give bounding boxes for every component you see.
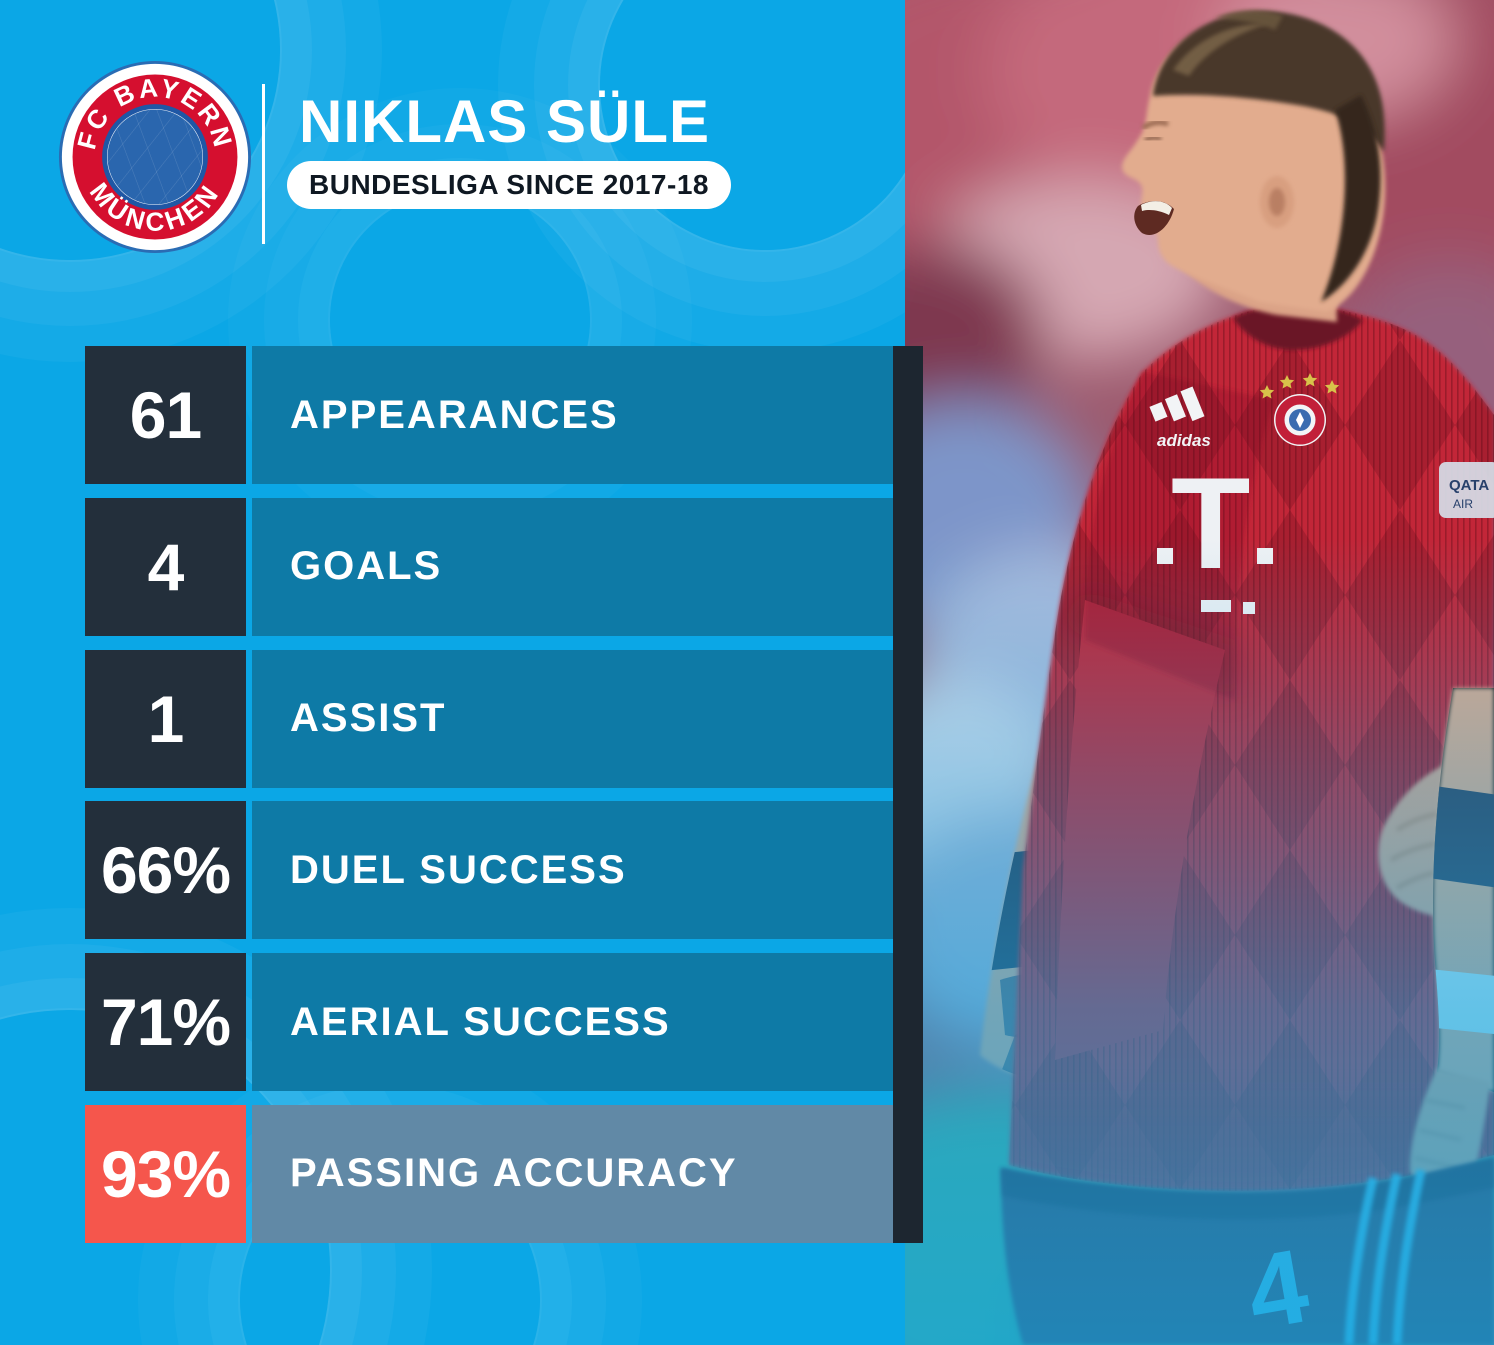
- stat-row-goals: 4 GOALS: [85, 497, 893, 636]
- stat-row-duel-success: 66% DUEL SUCCESS: [85, 801, 893, 940]
- stat-value: 1: [85, 649, 246, 788]
- stat-value: 71%: [85, 953, 246, 1092]
- stat-label-bar: ASSIST: [252, 649, 893, 788]
- stat-label-bar: APPEARANCES: [252, 346, 893, 484]
- stat-row-appearances: 61 APPEARANCES: [85, 346, 893, 484]
- stat-label: APPEARANCES: [290, 392, 619, 437]
- competition-badge: BUNDESLIGA SINCE 2017-18: [287, 161, 731, 209]
- blue-overlay: [905, 0, 1494, 1345]
- stat-value-highlighted: 93%: [85, 1104, 246, 1243]
- stats-table: 61 APPEARANCES 4 GOALS 1 ASSIST 66% DUEL…: [85, 346, 923, 1243]
- stat-label: PASSING ACCURACY: [290, 1151, 738, 1196]
- stat-value: 61: [85, 346, 246, 484]
- stat-label-bar: PASSING ACCURACY: [252, 1104, 893, 1243]
- table-shadow-strip: [893, 346, 923, 1243]
- stat-label: DUEL SUCCESS: [290, 847, 627, 892]
- stat-label: ASSIST: [290, 696, 447, 741]
- stat-value: 66%: [85, 801, 246, 940]
- player-name-title: NIKLAS SÜLE: [299, 88, 711, 155]
- badge-lozenge-pattern: [107, 109, 203, 205]
- player-photo: 4 adidas T: [905, 0, 1494, 1345]
- stat-row-aerial-success: 71% AERIAL SUCCESS: [85, 953, 893, 1092]
- stat-value: 4: [85, 497, 246, 636]
- stat-label: GOALS: [290, 544, 443, 589]
- stat-row-passing-accuracy: 93% PASSING ACCURACY: [85, 1104, 893, 1243]
- stat-label-bar: DUEL SUCCESS: [252, 801, 893, 940]
- stat-label-bar: GOALS: [252, 497, 893, 636]
- header-divider: [262, 84, 265, 244]
- stat-label: AERIAL SUCCESS: [290, 999, 671, 1044]
- stat-label-bar: AERIAL SUCCESS: [252, 953, 893, 1092]
- stat-row-assist: 1 ASSIST: [85, 649, 893, 788]
- club-logo: FC BAYERN MÜNCHEN: [58, 60, 252, 254]
